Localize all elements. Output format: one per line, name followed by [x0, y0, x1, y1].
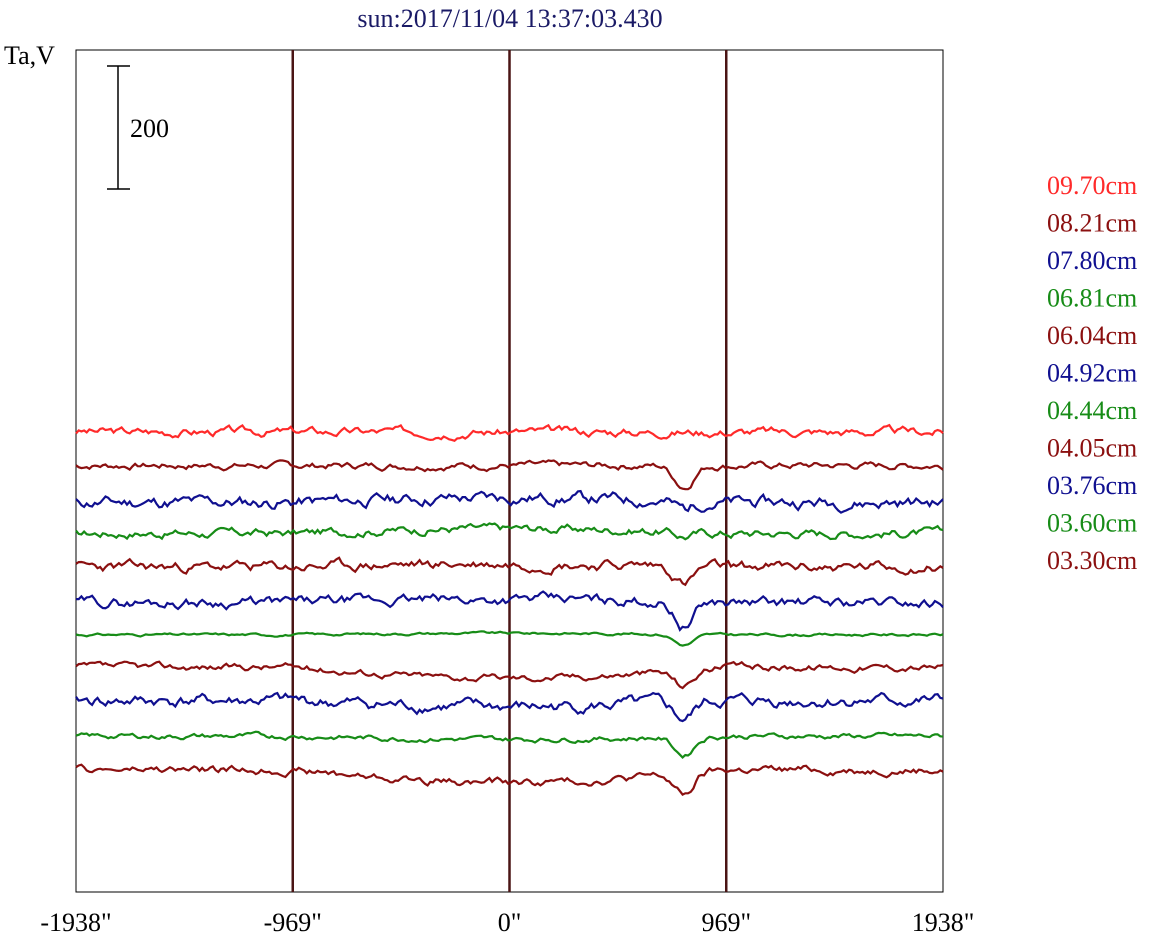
legend-item: 08.21cm	[1047, 209, 1137, 238]
legend-item: 03.30cm	[1047, 546, 1137, 575]
x-tick-label: -969"	[264, 908, 322, 937]
legend-item: 04.92cm	[1047, 359, 1137, 388]
x-tick-label: 969"	[701, 908, 751, 937]
series-line-06.04cm	[75, 556, 944, 587]
legend-item: 03.76cm	[1047, 471, 1137, 500]
x-tick-label: 0"	[498, 908, 522, 937]
x-tick-labels: -1938" -969" 0" 969" 1938"	[40, 908, 974, 937]
legend-item: 06.81cm	[1047, 284, 1137, 313]
scale-bar-label: 200	[130, 114, 169, 143]
legend-item: 04.05cm	[1047, 434, 1137, 463]
y-axis-label: Ta,V	[4, 41, 55, 70]
series-group	[75, 423, 944, 796]
series-line-04.05cm	[75, 660, 944, 690]
series-line-08.21cm	[75, 459, 944, 491]
series-line-03.60cm	[75, 730, 944, 760]
scale-bar: 200	[107, 65, 169, 190]
legend-item: 04.44cm	[1047, 396, 1137, 425]
series-line-04.44cm	[75, 630, 944, 647]
x-tick-label: -1938"	[40, 908, 111, 937]
series-line-06.81cm	[75, 522, 944, 541]
legend-item: 03.60cm	[1047, 509, 1137, 538]
series-line-09.70cm	[75, 423, 944, 443]
chart-title: sun:2017/11/04 13:37:03.430	[357, 4, 662, 33]
legend-item: 07.80cm	[1047, 246, 1137, 275]
series-line-07.80cm	[75, 489, 944, 514]
legend: 09.70cm 08.21cm 07.80cm 06.81cm 06.04cm 04.92…	[1047, 171, 1137, 575]
series-line-03.30cm	[75, 763, 944, 796]
series-line-04.92cm	[76, 590, 944, 632]
legend-item: 09.70cm	[1047, 171, 1137, 200]
vertical-lines	[291, 50, 728, 892]
legend-item: 06.04cm	[1047, 321, 1137, 350]
x-tick-label: 1938"	[912, 908, 975, 937]
series-line-03.76cm	[75, 691, 944, 723]
